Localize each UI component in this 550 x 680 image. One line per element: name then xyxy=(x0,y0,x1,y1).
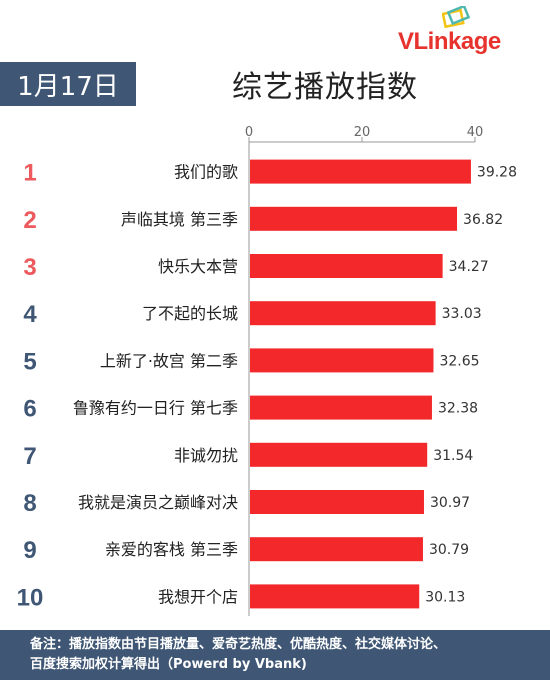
rank-number: 1 xyxy=(23,160,36,187)
x-tick-label: 0 xyxy=(245,125,253,140)
rank-number: 6 xyxy=(23,396,36,423)
rank-number: 7 xyxy=(23,443,36,470)
rank-number: 10 xyxy=(17,584,44,611)
bar xyxy=(250,442,428,467)
category-label: 上新了·故宫 第二季 xyxy=(100,351,238,370)
page-title: 综艺播放指数 xyxy=(232,70,418,105)
category-label: 非诚勿扰 xyxy=(174,446,238,465)
value-label: 34.27 xyxy=(449,259,489,275)
rank-number: 2 xyxy=(23,207,36,234)
bar xyxy=(250,206,458,231)
category-label: 我就是演员之巅峰对决 xyxy=(78,493,238,512)
category-label: 亲爱的客栈 第三季 xyxy=(105,540,238,559)
footer-note: 备注：播放指数由节目播放量、爱奇艺热度、优酷热度、社交媒体讨论、 百度搜索加权计… xyxy=(0,630,550,680)
logo-frames-icon xyxy=(442,6,470,28)
value-label: 39.28 xyxy=(477,165,517,181)
rank-number: 5 xyxy=(23,348,36,375)
footer-line-2: 百度搜索加权计算得出（Powerd by Vbank) xyxy=(30,657,307,672)
category-label: 我想开个店 xyxy=(158,587,238,606)
date-text: 1月17日 xyxy=(17,71,119,102)
rank-number: 9 xyxy=(23,537,36,564)
category-label: 快乐大本营 xyxy=(158,257,238,276)
value-label: 30.13 xyxy=(425,589,465,605)
bar xyxy=(250,584,420,609)
bar xyxy=(250,395,432,420)
value-label: 32.38 xyxy=(438,401,478,417)
category-label: 声临其境 第三季 xyxy=(121,210,238,229)
bar xyxy=(250,537,423,562)
logo-text: VLinkage xyxy=(398,28,501,55)
rank-number: 8 xyxy=(23,490,36,517)
category-label: 我们的歌 xyxy=(174,163,238,182)
value-label: 30.97 xyxy=(430,495,470,511)
bar xyxy=(250,490,424,514)
value-label: 33.03 xyxy=(442,306,482,322)
date-badge: 1月17日 xyxy=(0,62,136,106)
rank-number: 3 xyxy=(23,254,36,281)
rank-number: 4 xyxy=(23,301,37,328)
footer-line-1: 备注：播放指数由节目播放量、爱奇艺热度、优酷热度、社交媒体讨论、 xyxy=(30,637,447,652)
bar xyxy=(250,348,434,373)
value-label: 31.54 xyxy=(433,448,473,464)
value-label: 36.82 xyxy=(463,212,503,228)
vlinkage-logo: VLinkage xyxy=(398,6,528,56)
x-tick-label: 20 xyxy=(354,125,371,140)
category-label: 鲁豫有约一日行 第七季 xyxy=(73,399,238,418)
value-label: 30.79 xyxy=(429,542,469,558)
value-label: 32.65 xyxy=(439,353,479,369)
bar xyxy=(250,301,436,326)
bar xyxy=(250,254,443,278)
bar xyxy=(250,159,471,184)
category-label: 了不起的长城 xyxy=(142,304,238,323)
x-tick-label: 40 xyxy=(467,125,484,140)
bar-chart: 0 20 40 1 我们的歌 39.28 2 声临其境 第三季 36.82 3 快乐大本营 34.27… xyxy=(17,125,517,616)
